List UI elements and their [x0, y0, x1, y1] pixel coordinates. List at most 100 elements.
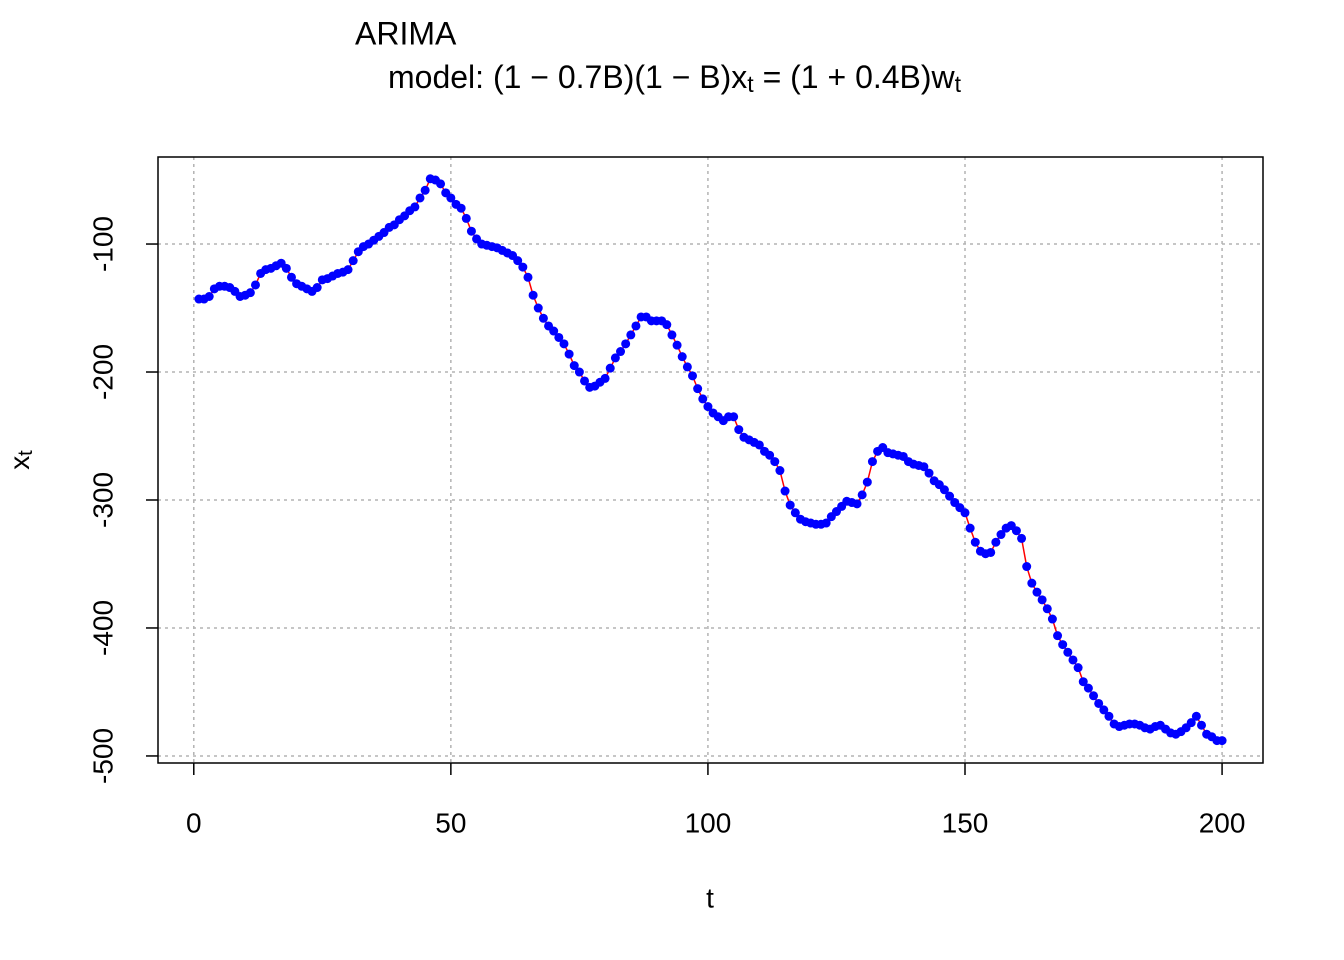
data-point [538, 313, 548, 323]
data-point [919, 462, 929, 472]
data-point [312, 283, 322, 293]
data-point [857, 490, 867, 500]
data-point [415, 193, 425, 203]
data-point [580, 376, 590, 386]
data-point [466, 226, 476, 236]
data-point [528, 290, 538, 300]
text-part: x [4, 456, 35, 470]
data-point [204, 292, 214, 302]
data-point [1011, 526, 1021, 536]
y-tick-label: -100 [87, 216, 118, 272]
data-point [1017, 533, 1027, 543]
data-point [991, 537, 1001, 547]
data-point [621, 339, 631, 349]
data-point [1063, 647, 1073, 657]
data-point [1217, 736, 1227, 746]
data-point [605, 363, 615, 373]
data-point [559, 339, 569, 349]
data-point [1078, 677, 1088, 687]
data-point [343, 265, 353, 275]
data-point [569, 361, 579, 371]
data-point [518, 262, 528, 272]
data-point [939, 485, 949, 495]
data-point [780, 486, 790, 496]
data-point [924, 468, 934, 478]
x-tick-label: 50 [435, 807, 466, 838]
data-point [1027, 578, 1037, 588]
data-point [965, 523, 975, 533]
data-point [770, 457, 780, 467]
data-point [754, 440, 764, 450]
y-tick-label: -400 [87, 600, 118, 656]
data-point [765, 450, 775, 460]
data-point [1047, 614, 1057, 624]
data-point [1073, 663, 1083, 673]
data-point [821, 518, 831, 528]
data-point [662, 320, 672, 330]
data-point [461, 213, 471, 223]
data-point [960, 508, 970, 518]
data-point [945, 491, 955, 501]
data-point [631, 321, 641, 331]
data-point [986, 547, 996, 557]
data-point [667, 330, 677, 340]
x-tick-label: 200 [1199, 807, 1246, 838]
data-point [281, 263, 291, 273]
data-point [1197, 720, 1207, 730]
data-point [862, 477, 872, 487]
data-point [554, 332, 564, 342]
text-part: = (1 + 0.4B)w [754, 59, 956, 95]
data-point [1089, 691, 1099, 701]
data-point [626, 330, 636, 340]
x-tick-label: 0 [186, 807, 202, 838]
data-point [1104, 711, 1114, 721]
text-part: model: (1 − 0.7B)(1 − B)x [388, 59, 747, 95]
data-point [867, 457, 877, 467]
data-point [1191, 711, 1201, 721]
data-point [790, 508, 800, 518]
data-point [1083, 683, 1093, 693]
data-point [600, 373, 610, 383]
data-point [286, 272, 296, 282]
subscript: t [747, 71, 754, 97]
data-point [693, 384, 703, 394]
data-point [446, 193, 456, 203]
data-point [1068, 655, 1078, 665]
data-point [682, 362, 692, 372]
x-axis-label: t [706, 882, 714, 913]
data-point [729, 412, 739, 422]
data-point [852, 499, 862, 509]
data-point [533, 303, 543, 313]
data-point [1042, 604, 1052, 614]
data-point [436, 179, 446, 189]
y-tick-label: -200 [87, 344, 118, 400]
data-point [420, 185, 430, 195]
data-point [688, 371, 698, 381]
data-point [1022, 562, 1032, 572]
x-tick-label: 100 [685, 807, 732, 838]
subscript: t [955, 71, 962, 97]
plot-frame [157, 156, 1264, 764]
data-point [698, 394, 708, 404]
data-point [549, 326, 559, 336]
data-point [250, 280, 260, 290]
data-point [245, 288, 255, 298]
data-point [785, 500, 795, 510]
data-point [775, 466, 785, 476]
data-point [1094, 698, 1104, 708]
chart-title: ARIMA [355, 15, 457, 51]
data-point [1032, 587, 1042, 597]
x-tick-label: 150 [942, 807, 989, 838]
data-point [970, 537, 980, 547]
y-axis-label: xt [4, 450, 37, 470]
data-point [703, 402, 713, 412]
data-point [996, 530, 1006, 540]
data-point [523, 272, 533, 282]
data-point [677, 352, 687, 362]
data-point [1058, 640, 1068, 650]
data-point [1186, 718, 1196, 728]
y-tick-label: -500 [87, 728, 118, 784]
data-point [610, 353, 620, 363]
